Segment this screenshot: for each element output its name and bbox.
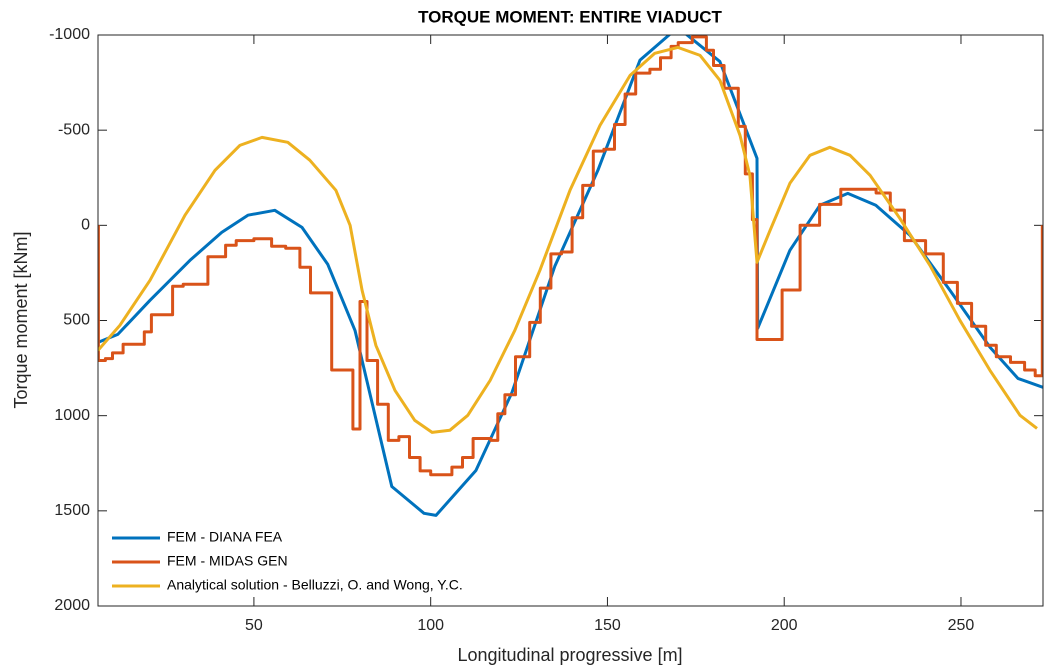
legend-label: FEM - MIDAS GEN <box>167 553 288 569</box>
x-tick-label: 150 <box>594 617 621 634</box>
y-tick-label: 500 <box>63 312 90 329</box>
y-tick-label: 1500 <box>54 502 90 519</box>
x-tick-label: 200 <box>771 617 798 634</box>
plot-frame <box>97 34 1044 607</box>
y-tick-label: 1000 <box>54 407 90 424</box>
y-axis-label: Torque moment [kNm] <box>11 231 31 408</box>
legend-label: Analytical solution - Belluzzi, O. and W… <box>167 577 463 593</box>
x-tick-label: 50 <box>245 617 263 634</box>
chart-title: TORQUE MOMENT: ENTIRE VIADUCT <box>418 7 722 26</box>
y-tick-label: -500 <box>58 121 90 138</box>
x-axis-label: Longitudinal progressive [m] <box>457 645 682 665</box>
series-line <box>98 45 1038 434</box>
legend-label: FEM - DIANA FEA <box>167 529 283 545</box>
x-tick-label: 250 <box>948 617 975 634</box>
y-tick-label: 0 <box>81 217 90 234</box>
y-tick-label: -1000 <box>49 26 90 43</box>
x-tick-label: 100 <box>417 617 444 634</box>
y-tick-label: 2000 <box>54 597 90 614</box>
series-line <box>98 35 1043 477</box>
series-line <box>98 35 1043 517</box>
